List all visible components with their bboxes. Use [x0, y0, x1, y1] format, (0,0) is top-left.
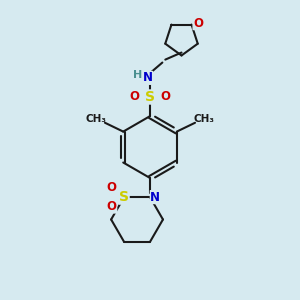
- Text: O: O: [130, 91, 140, 103]
- Text: O: O: [107, 181, 117, 194]
- Text: S: S: [145, 90, 155, 104]
- Text: O: O: [193, 16, 203, 30]
- Text: O: O: [107, 200, 117, 213]
- Text: O: O: [160, 91, 170, 103]
- Text: CH₃: CH₃: [85, 114, 106, 124]
- Text: CH₃: CH₃: [194, 114, 215, 124]
- Text: N: N: [142, 71, 153, 84]
- Text: H: H: [133, 70, 142, 80]
- Text: N: N: [150, 190, 160, 204]
- Text: S: S: [119, 190, 129, 204]
